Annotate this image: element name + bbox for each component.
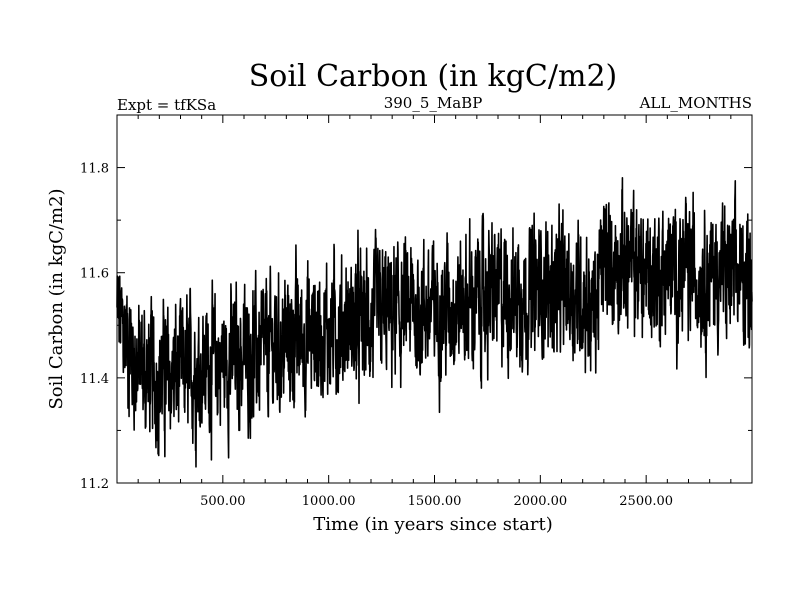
series-line [116,176,753,468]
x-tick-label: 1500.00 [408,494,462,509]
x-tick-label: 1000.00 [302,494,356,509]
ticks-group: 500.00 1000.00 1500.00 2000.00 2500.00 11.2 11… [80,114,752,509]
chart-title: Soil Carbon (in kgC/m2) [249,59,617,94]
x-tick-label: 2000.00 [513,494,567,509]
months-label: ALL_MONTHS [639,94,752,112]
x-tick-label: 500.00 [200,494,246,509]
run-label: 390_5_MaBP [384,94,483,112]
y-axis-label: Soil Carbon (in kgC/m2) [46,188,67,409]
plot-frame [116,114,753,484]
y-tick-label: 11.6 [80,267,109,282]
series-group [116,176,753,468]
x-axis-label: Time (in years since start) [313,514,553,535]
x-tick-label: 2500.00 [619,494,673,509]
y-tick-label: 11.8 [80,162,109,177]
experiment-label: Expt = tfKSa [117,96,216,114]
y-tick-label: 11.4 [80,372,109,387]
y-tick-label: 11.2 [80,477,109,492]
